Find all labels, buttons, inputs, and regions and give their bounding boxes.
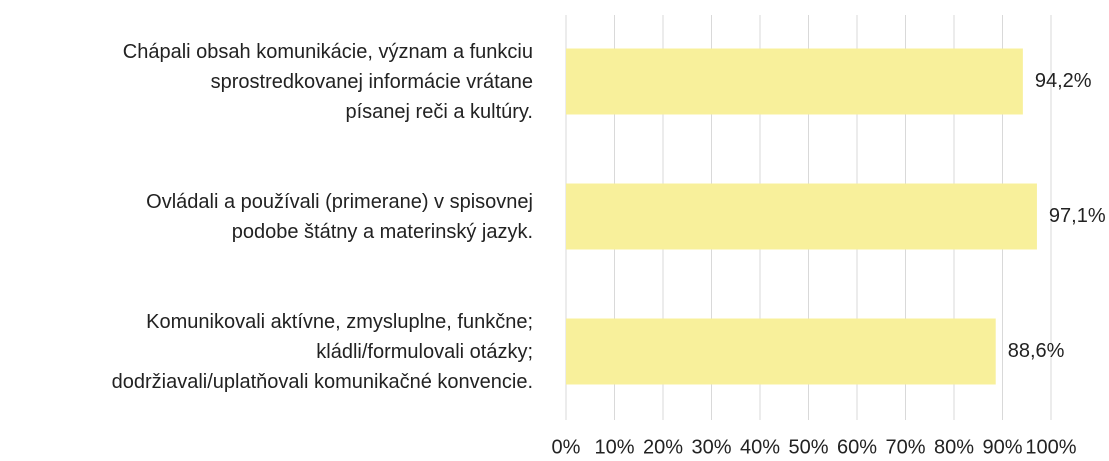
x-tick-label: 90% xyxy=(982,436,1022,458)
x-tick-label: 60% xyxy=(837,436,877,458)
x-tick-label: 100% xyxy=(1025,436,1076,458)
x-tick-label: 50% xyxy=(788,436,828,458)
category-label: Ovládali a používali (primerane) v spiso… xyxy=(146,190,533,243)
x-tick-label: 30% xyxy=(691,436,731,458)
x-tick-label: 70% xyxy=(885,436,925,458)
value-label: 94,2% xyxy=(1035,70,1092,92)
x-tick-label: 20% xyxy=(643,436,683,458)
category-label: Chápali obsah komunikácie, význam a funk… xyxy=(122,40,533,123)
x-tick-label: 10% xyxy=(594,436,634,458)
bar xyxy=(566,318,996,385)
x-tick-label: 40% xyxy=(740,436,780,458)
value-label: 88,6% xyxy=(1008,340,1065,362)
bar xyxy=(566,48,1023,115)
category-label: Komunikovali aktívne, zmysluplne, funkčn… xyxy=(111,310,533,393)
x-tick-label: 80% xyxy=(934,436,974,458)
value-label: 97,1% xyxy=(1049,205,1106,227)
x-tick-label: 0% xyxy=(552,436,581,458)
bar xyxy=(566,183,1037,250)
